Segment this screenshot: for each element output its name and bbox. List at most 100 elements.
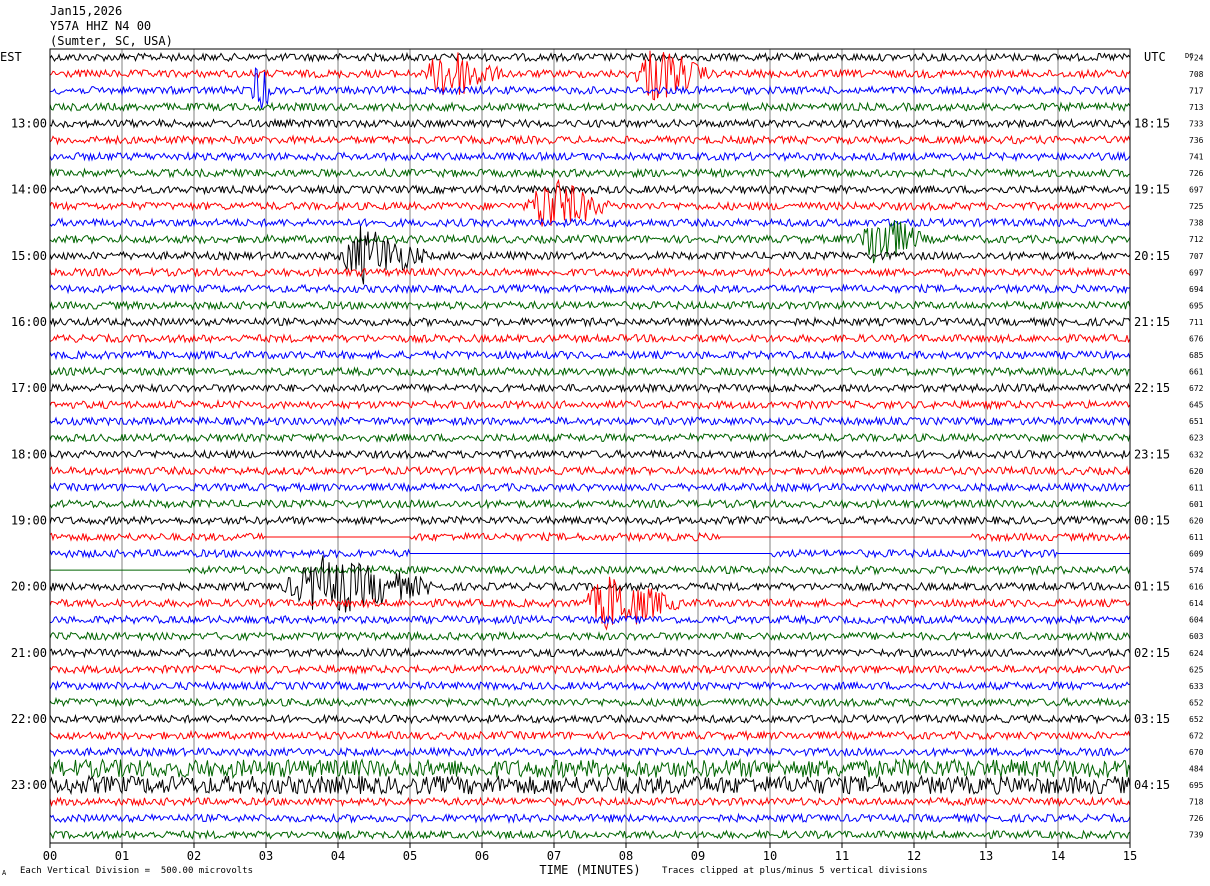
dc-offset-label: 685 [1189, 351, 1204, 360]
dc-offset-label: 601 [1189, 500, 1204, 509]
dc-offset-label: 672 [1189, 384, 1204, 393]
trace-row-9 [49, 178, 1131, 227]
est-hour-label: 14:00 [11, 183, 47, 197]
trace-row-25 [49, 465, 1131, 477]
trace-row-20 [49, 382, 1131, 394]
x-tick-label: 05 [403, 849, 417, 863]
x-tick-label: 13 [979, 849, 993, 863]
trace-row-34 [50, 614, 1131, 626]
dc-offset-label: 718 [1189, 798, 1204, 807]
utc-hour-label: 19:15 [1134, 183, 1170, 197]
clip-note: Traces clipped at plus/minus 5 vertical … [662, 866, 928, 876]
trace-row-36 [49, 647, 1131, 659]
x-tick-label: 14 [1051, 849, 1065, 863]
dc-offset-label: 738 [1189, 219, 1204, 228]
dc-offset-label: 672 [1189, 731, 1204, 740]
trace-row-7 [49, 167, 1131, 179]
x-tick-label: 11 [835, 849, 849, 863]
dc-offset-label: 707 [1189, 252, 1204, 261]
seismic-traces [49, 50, 1131, 841]
trace-row-2 [49, 67, 1131, 110]
trace-row-15 [49, 299, 1131, 311]
trace-row-28 [49, 514, 1131, 526]
est-hour-label: 20:00 [11, 580, 47, 594]
dc-offset-label: 661 [1189, 368, 1204, 377]
trace-row-46 [49, 812, 1131, 824]
dc-offset-label: 620 [1189, 516, 1204, 525]
est-hour-label: 18:00 [11, 447, 47, 461]
trace-row-41 [49, 729, 1131, 742]
trace-row-8 [49, 184, 1131, 196]
x-tick-label: 00 [43, 849, 57, 863]
trace-row-26 [49, 481, 1131, 493]
dc-offset-label: 697 [1189, 268, 1204, 277]
dc-offset-label: 651 [1189, 417, 1204, 426]
dc-offset-label: 604 [1189, 616, 1204, 625]
trace-row-33 [49, 576, 1131, 631]
trace-row-4 [49, 117, 1131, 130]
trace-row-1 [49, 50, 1131, 101]
x-tick-label: 07 [547, 849, 561, 863]
dc-offset-label: 695 [1189, 301, 1204, 310]
grid-lines [121, 49, 1059, 843]
dc-offset-label: 620 [1189, 467, 1204, 476]
trace-row-38 [49, 680, 1131, 692]
dc-offset-label: 652 [1189, 715, 1204, 724]
est-hour-label: 19:00 [11, 513, 47, 527]
trace-row-16 [49, 316, 1131, 328]
utc-hour-label: 23:15 [1134, 447, 1170, 461]
x-tick-label: 01 [115, 849, 129, 863]
x-tick-label: 02 [187, 849, 201, 863]
dc-offset-label: 609 [1189, 550, 1204, 559]
trace-row-30 [49, 548, 1130, 559]
dc-offset-label: 611 [1189, 533, 1204, 542]
est-label: EST [0, 50, 22, 64]
trace-row-0 [49, 51, 1131, 63]
dc-offset-label: 741 [1189, 153, 1204, 162]
dc-offset-label: 726 [1189, 169, 1204, 178]
dc-header: DC [1185, 52, 1193, 60]
trace-row-11 [49, 220, 1131, 264]
header-location: (Sumter, SC, USA) [50, 34, 173, 48]
trace-row-45 [49, 796, 1131, 808]
est-hour-label: 21:00 [11, 646, 47, 660]
dc-offset-label: 739 [1189, 831, 1204, 840]
trace-row-35 [49, 630, 1131, 642]
trace-row-23 [49, 432, 1131, 444]
trace-row-17 [49, 332, 1131, 345]
dc-offset-label: 694 [1189, 285, 1204, 294]
trace-row-12 [49, 226, 1131, 285]
x-tick-label: 03 [259, 849, 273, 863]
header-date: Jan15,2026 [50, 4, 123, 18]
est-hour-label: 17:00 [11, 381, 47, 395]
utc-hour-label: 04:15 [1134, 778, 1170, 792]
dc-offset-label: 484 [1189, 765, 1204, 774]
x-tick-label: 06 [475, 849, 489, 863]
est-hour-label: 22:00 [11, 712, 47, 726]
dc-offset-label: 624 [1189, 649, 1204, 658]
trace-row-6 [49, 150, 1131, 163]
corner-mark: A [2, 869, 7, 877]
dc-offset-label: 632 [1189, 450, 1204, 459]
dc-offset-label: 645 [1189, 401, 1204, 410]
est-hour-label: 13:00 [11, 116, 47, 130]
plot-frame [49, 48, 1131, 844]
trace-row-32 [49, 555, 1131, 613]
trace-row-42 [49, 746, 1131, 758]
dc-offset-label: 625 [1189, 665, 1204, 674]
trace-row-14 [49, 283, 1131, 295]
dc-offset-label: 733 [1189, 119, 1204, 128]
trace-row-40 [49, 713, 1131, 725]
dc-offset-label: 724 [1189, 53, 1204, 62]
x-tick-label: 04 [331, 849, 345, 863]
trace-row-3 [49, 101, 1131, 113]
dc-offset-label: 574 [1189, 566, 1204, 575]
frame-border [49, 48, 1131, 844]
utc-hour-label: 20:15 [1134, 249, 1170, 263]
axis-labels: 00 01 02 03 04 05 06 07 08 09 10 11 12 13 14 15 TIME (MI… [0, 50, 1204, 877]
trace-row-21 [49, 398, 1131, 411]
dc-offset-label: 623 [1189, 434, 1204, 443]
dc-offset-label: 603 [1189, 632, 1204, 641]
trace-row-43 [49, 757, 1131, 780]
